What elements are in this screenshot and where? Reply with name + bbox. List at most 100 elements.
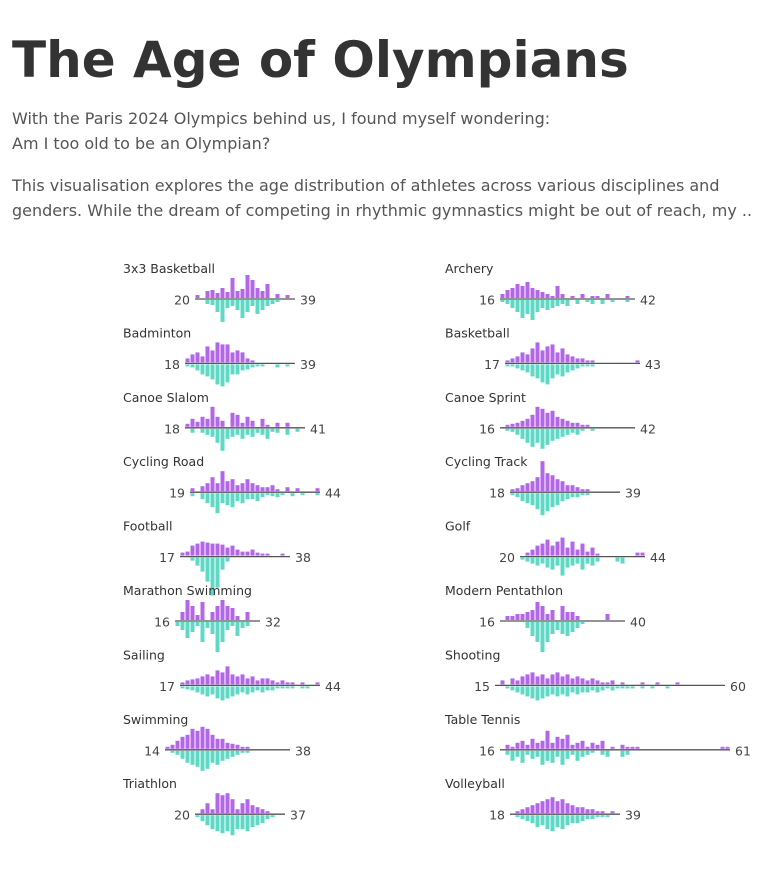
female-bar bbox=[505, 290, 510, 298]
female-bar bbox=[215, 293, 220, 298]
female-bar bbox=[515, 356, 520, 363]
female-bar bbox=[560, 418, 565, 427]
male-bar bbox=[200, 622, 205, 642]
female-bar bbox=[560, 294, 565, 298]
female-bar bbox=[225, 666, 230, 685]
male-bar bbox=[295, 428, 300, 432]
female-bar bbox=[555, 541, 560, 556]
female-bar bbox=[595, 553, 600, 556]
female-bar bbox=[585, 680, 590, 685]
female-bar bbox=[265, 553, 270, 556]
male-bar bbox=[590, 815, 595, 820]
male-bar bbox=[200, 493, 205, 500]
male-bar bbox=[515, 300, 520, 312]
female-bar bbox=[550, 410, 555, 427]
male-bar bbox=[545, 557, 550, 568]
male-bar bbox=[580, 557, 585, 570]
female-bar bbox=[220, 344, 225, 363]
female-bar bbox=[525, 552, 530, 556]
female-bar bbox=[230, 352, 235, 363]
male-bar bbox=[525, 557, 530, 562]
female-bar bbox=[235, 809, 240, 814]
female-bar bbox=[250, 483, 255, 492]
female-bar bbox=[580, 807, 585, 814]
male-bar bbox=[600, 686, 605, 691]
female-bar bbox=[560, 606, 565, 620]
female-bar bbox=[550, 296, 555, 298]
x-tick-label: 15 bbox=[474, 679, 490, 694]
male-bar bbox=[205, 493, 210, 504]
female-bar bbox=[185, 734, 190, 749]
male-bar bbox=[580, 493, 585, 496]
male-bar bbox=[535, 300, 540, 312]
female-bar bbox=[535, 602, 540, 620]
female-bar bbox=[225, 793, 230, 814]
female-bar bbox=[255, 288, 260, 298]
female-bar bbox=[260, 487, 265, 492]
male-bar bbox=[245, 300, 250, 312]
male-bar bbox=[590, 686, 595, 691]
female-bar bbox=[235, 676, 240, 685]
x-tick-label: 16 bbox=[479, 293, 495, 308]
female-bar bbox=[180, 552, 185, 556]
female-bar bbox=[220, 738, 225, 749]
male-bar bbox=[600, 815, 605, 818]
male-bar bbox=[255, 300, 260, 314]
x-tick-label: 18 bbox=[489, 808, 505, 823]
female-bar bbox=[215, 738, 220, 749]
male-bar bbox=[280, 686, 285, 689]
female-bar bbox=[525, 807, 530, 814]
male-bar bbox=[580, 750, 585, 757]
female-bar bbox=[235, 291, 240, 298]
female-bar bbox=[595, 744, 600, 749]
male-bar bbox=[585, 686, 590, 693]
male-bar bbox=[545, 815, 550, 830]
female-bar bbox=[555, 801, 560, 814]
male-bar bbox=[190, 622, 195, 632]
male-bar bbox=[285, 686, 290, 689]
male-bar bbox=[215, 557, 220, 588]
female-bar bbox=[620, 682, 625, 685]
male-bar bbox=[510, 686, 515, 691]
male-bar bbox=[215, 300, 220, 312]
female-bar bbox=[260, 809, 265, 814]
x-tick-label: 17 bbox=[484, 357, 500, 372]
male-bar bbox=[245, 364, 250, 370]
female-bar bbox=[625, 296, 630, 298]
male-bar bbox=[270, 815, 275, 818]
male-bar bbox=[570, 493, 575, 498]
female-bar bbox=[245, 612, 250, 620]
x-tick-label: 38 bbox=[295, 743, 311, 758]
female-bar bbox=[635, 746, 640, 749]
male-bar bbox=[510, 493, 515, 496]
male-bar bbox=[505, 750, 510, 755]
female-bar bbox=[215, 342, 220, 363]
male-bar bbox=[595, 686, 600, 693]
male-bar bbox=[565, 622, 570, 636]
male-bar bbox=[510, 428, 515, 432]
female-bar bbox=[510, 423, 515, 427]
male-bar bbox=[215, 686, 220, 699]
male-bar bbox=[190, 493, 195, 497]
male-bar bbox=[250, 428, 255, 437]
female-bar bbox=[245, 746, 250, 749]
female-bar bbox=[635, 552, 640, 556]
male-bar bbox=[555, 428, 560, 439]
female-bar bbox=[555, 352, 560, 363]
x-tick-label: 40 bbox=[630, 615, 646, 630]
male-bar bbox=[500, 300, 505, 302]
x-tick-label: 41 bbox=[310, 421, 326, 436]
female-bar bbox=[575, 676, 580, 685]
female-bar bbox=[560, 537, 565, 556]
female-bar bbox=[260, 553, 265, 556]
male-bar bbox=[615, 686, 620, 689]
male-bar bbox=[285, 364, 290, 367]
female-bar bbox=[530, 481, 535, 492]
male-bar bbox=[255, 364, 260, 367]
female-bar bbox=[525, 282, 530, 298]
female-bar bbox=[595, 296, 600, 298]
female-bar bbox=[535, 342, 540, 363]
female-bar bbox=[250, 360, 255, 363]
male-bar bbox=[195, 364, 200, 371]
male-bar bbox=[530, 428, 535, 447]
